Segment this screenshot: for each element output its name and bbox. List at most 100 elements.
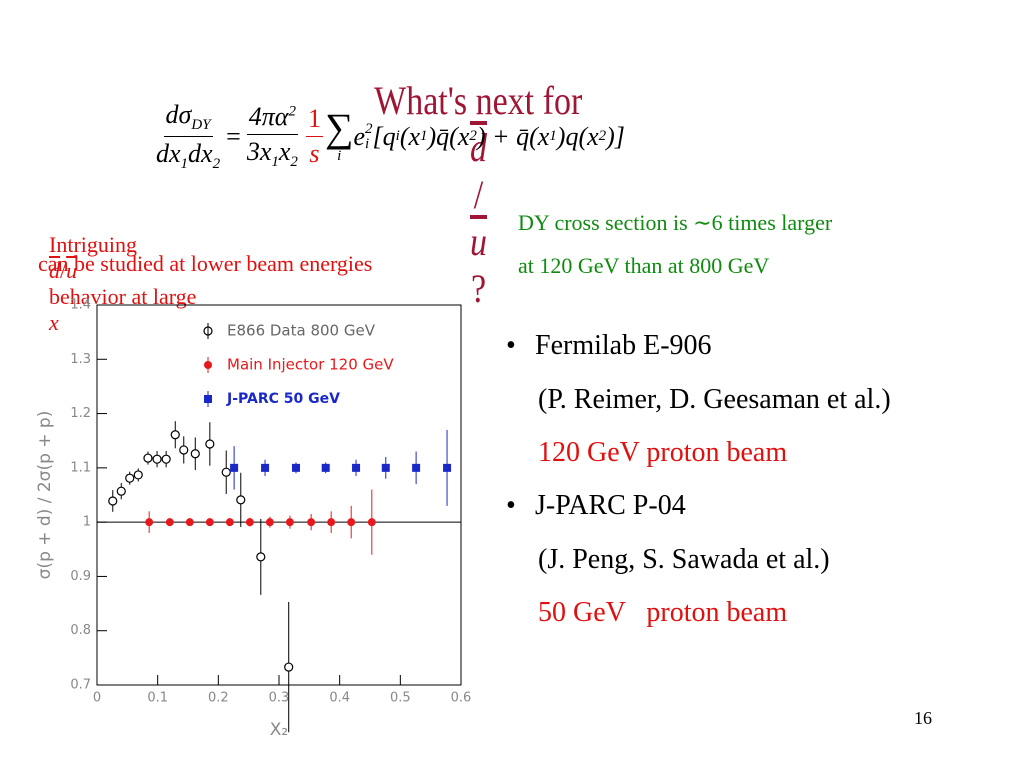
x-tick-label: 0.4 (329, 691, 350, 706)
right-note-line: DY cross section is ∼6 times larger (518, 210, 833, 235)
x-tick-label: 0.5 (390, 691, 411, 706)
x-tick-label: 0.3 (269, 691, 290, 706)
title-slash: / (473, 172, 484, 217)
formula-part: (x (399, 121, 421, 151)
formula-part: dσ (165, 100, 192, 129)
formula-part: 2 (212, 156, 221, 173)
note-slash: / (60, 258, 67, 283)
formula-part: i (395, 128, 400, 145)
y-tick-label: 1.4 (70, 298, 91, 313)
data-point (116, 486, 126, 496)
data-point (321, 463, 330, 472)
bullet-title: J-PARC P-04 (535, 490, 686, 521)
data-point (265, 518, 274, 527)
bullet-authors: (P. Reimer, D. Geesaman et al.) (538, 384, 891, 415)
data-point (185, 518, 194, 527)
formula-part: 1 (549, 128, 557, 145)
data-point (443, 463, 452, 472)
left-note-line: can be studied at lower beam energies (38, 251, 373, 276)
note-d: d (49, 258, 60, 283)
formula-part: DY (191, 117, 211, 134)
data-point (236, 495, 246, 505)
data-point (165, 518, 174, 527)
data-point (145, 518, 154, 527)
formula-part: 3x (246, 137, 272, 167)
data-point (347, 518, 356, 527)
formula-part: 4πα (248, 102, 289, 132)
formula-part: 1 (271, 154, 279, 171)
data-point (125, 473, 135, 483)
formula-part: ∑ (324, 105, 354, 151)
data-point (170, 430, 180, 440)
data-point (285, 518, 294, 527)
slide-title: What's next for d / u ? (71, 30, 870, 359)
y-tick-label: 1 (83, 515, 91, 530)
data-point (352, 463, 361, 472)
formula-part: i (365, 135, 370, 152)
title-d: d (470, 125, 487, 170)
bullet-dot: • (506, 490, 516, 521)
data-point (190, 449, 200, 459)
legend-label: Main Injector 120 GeV (227, 356, 394, 374)
data-point (143, 453, 153, 463)
page-number: 16 (914, 708, 932, 728)
data-point (230, 463, 239, 472)
y-tick-label: 0.8 (70, 623, 91, 638)
formula-part: i (337, 148, 342, 165)
formula-part: )q(x (556, 121, 599, 151)
data-point (161, 454, 171, 464)
data-point (291, 463, 300, 472)
data-point (225, 518, 234, 527)
data-point (133, 470, 143, 480)
fraction: 4πα2 3x1x2 (246, 102, 298, 171)
y-tick-label: 0.7 (70, 678, 91, 693)
formula-part: 2 (288, 103, 296, 120)
note-text: Intriguing (49, 232, 137, 257)
x-tick-label: 0 (93, 691, 101, 706)
formula-part: 1 (180, 156, 189, 173)
formula-part: 1 (305, 104, 323, 138)
data-point (381, 463, 390, 472)
y-tick-label: 1.2 (70, 406, 91, 421)
data-point (179, 445, 189, 455)
note-u: u (66, 258, 78, 283)
x-axis-label: X₂ (270, 720, 288, 740)
data-point (205, 439, 215, 449)
formula-part: )q̄(x (427, 121, 470, 151)
title-end: ? (470, 266, 487, 311)
data-point (152, 454, 162, 464)
y-axis-label: σ(p + d) / 2σ(p + p) (35, 411, 55, 580)
formula-part: = (226, 121, 241, 151)
formula-part: x (278, 137, 291, 167)
formula-part: ) + q̄(x (476, 121, 550, 151)
bullet-beam: 120 GeV proton beam (538, 437, 788, 468)
legend-label: J-PARC 50 GeV (226, 391, 340, 407)
fraction: dσDY dx1dx2 (156, 100, 220, 173)
formula-part: 2 (598, 128, 607, 145)
x-tick-label: 0.6 (451, 691, 472, 706)
x-tick-label: 0.1 (147, 691, 168, 706)
formula-part: 2 (290, 154, 298, 171)
fraction: 1 s (305, 104, 323, 169)
right-note-line: at 120 GeV than at 800 GeV (518, 253, 770, 278)
data-point (412, 463, 421, 472)
formula-part: dx (156, 139, 181, 169)
formula-part: )] (606, 121, 625, 151)
formula-part: [q (372, 121, 396, 151)
bullet-beam: 50 GeV proton beam (538, 597, 788, 628)
formula-part: 2 (469, 128, 477, 145)
data-point (108, 496, 118, 506)
formula-part: 1 (420, 128, 428, 145)
data-point (261, 463, 270, 472)
bullet-authors: (J. Peng, S. Sawada et al.) (538, 544, 830, 575)
y-tick-label: 0.9 (70, 569, 91, 584)
data-point (284, 662, 294, 672)
y-tick-label: 1.3 (70, 352, 91, 367)
legend-label: E866 Data 800 GeV (227, 322, 376, 340)
formula-part: e (353, 121, 366, 151)
data-point (256, 552, 266, 562)
bullet-title: Fermilab E-906 (535, 330, 712, 361)
data-point (245, 518, 254, 527)
